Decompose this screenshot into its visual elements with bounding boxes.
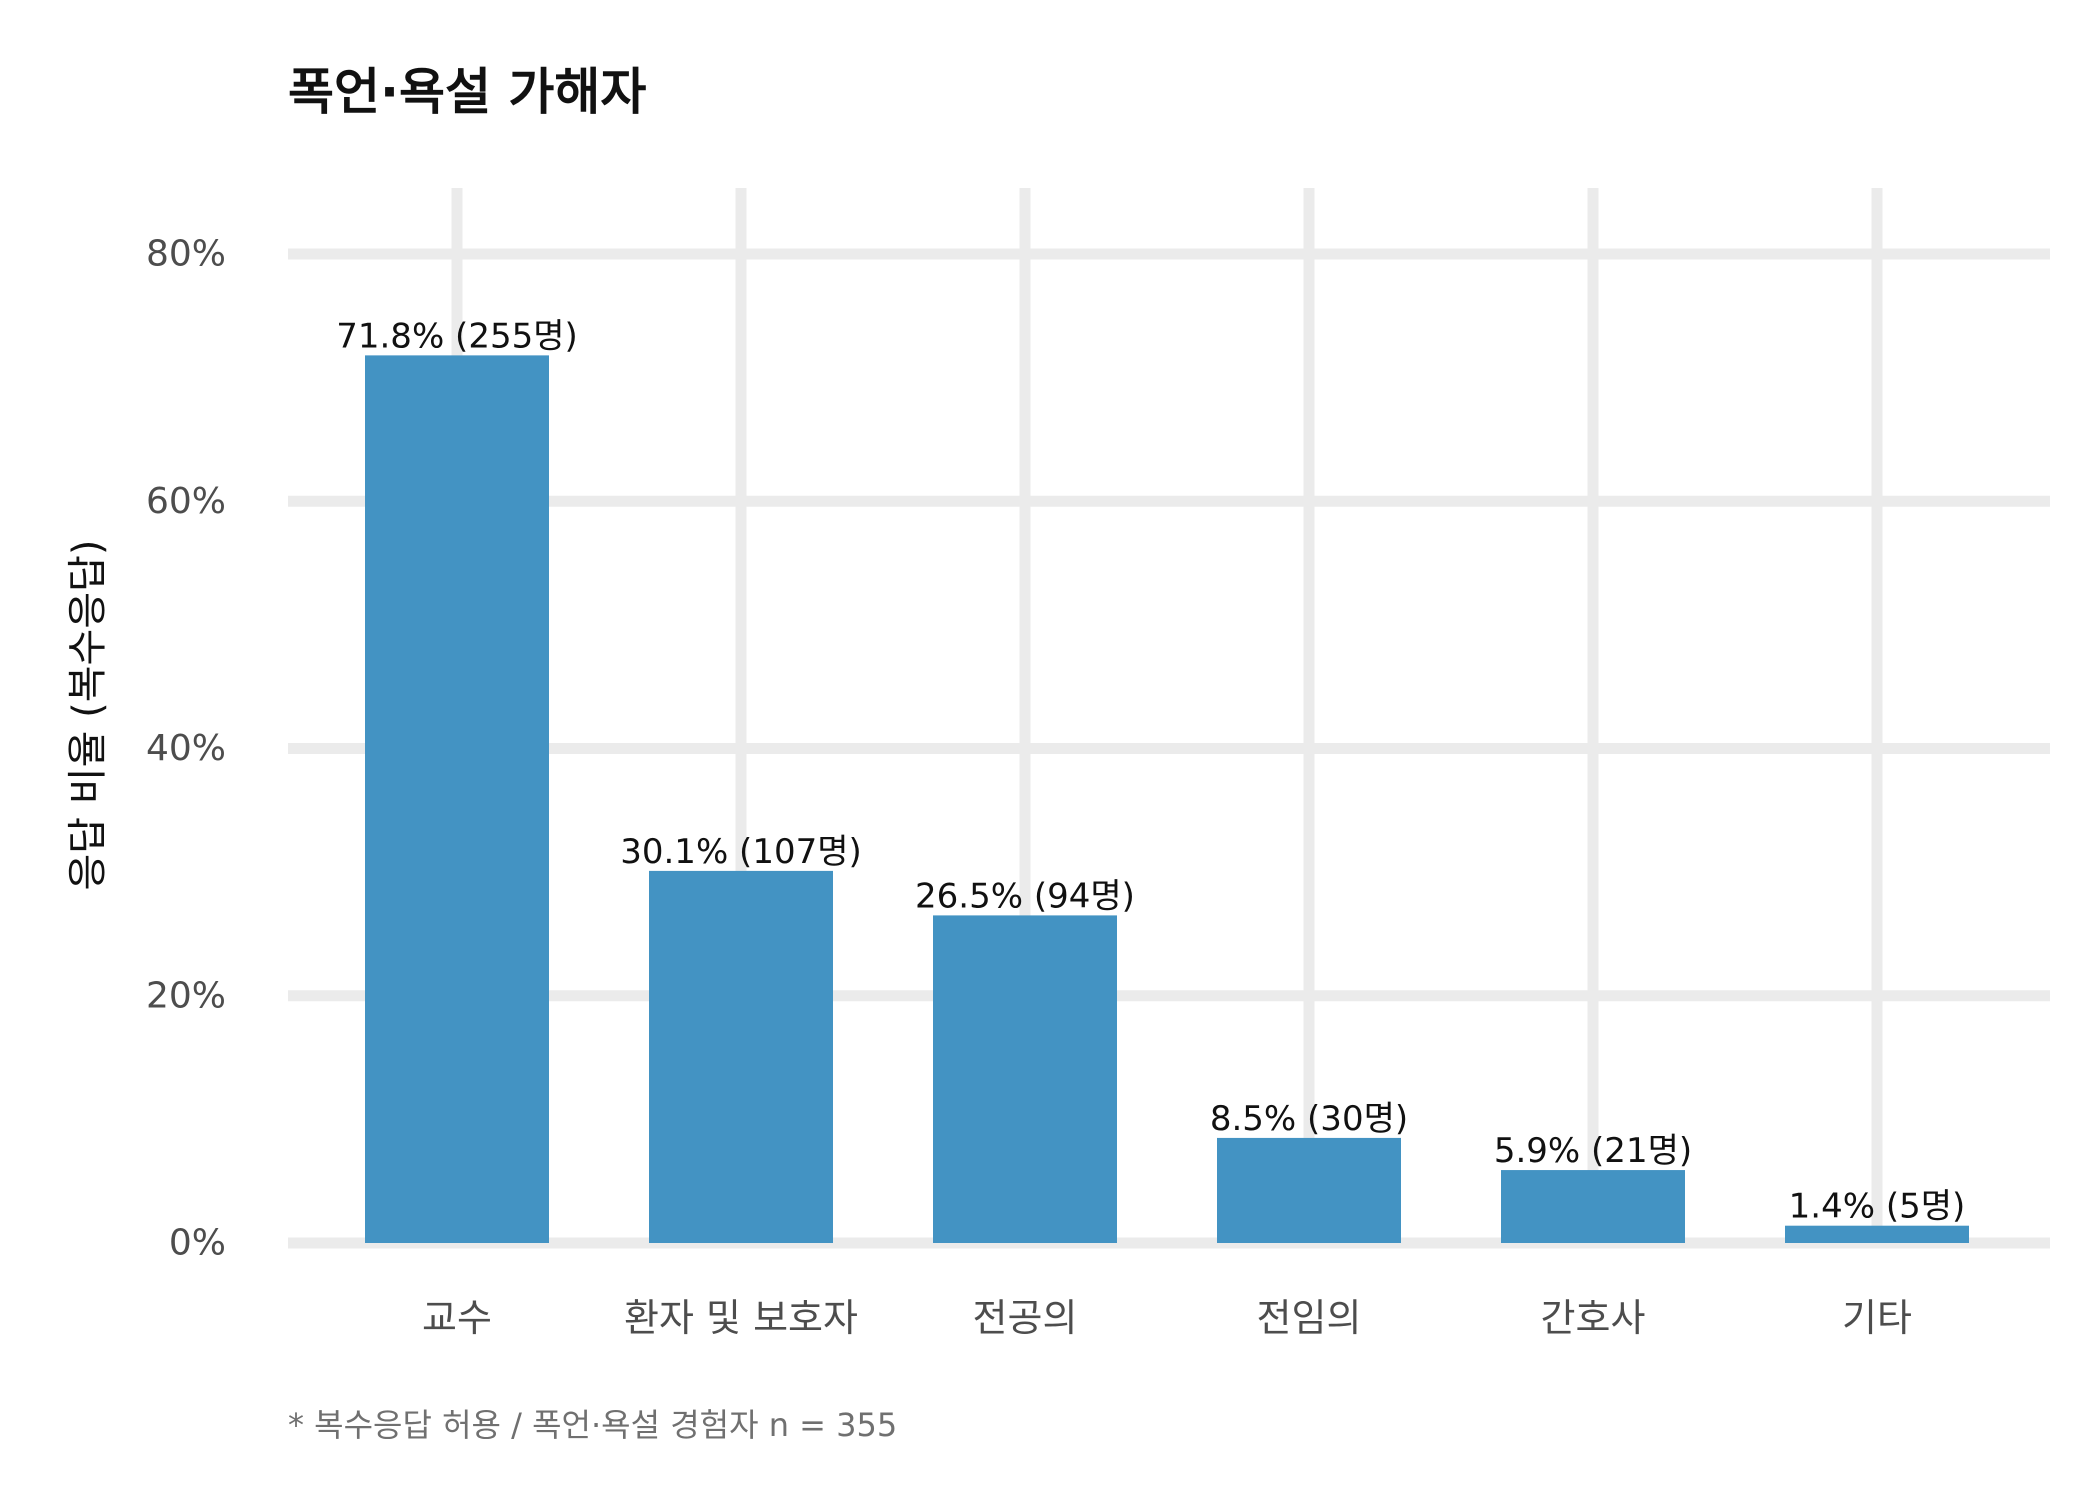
x-tick-label: 전임의 [1257,1296,1362,1340]
bar [1785,1225,1969,1243]
bar [933,915,1117,1243]
data-label: 1.4% (5명) [1789,1187,1966,1227]
y-tick-label: 80% [146,234,226,275]
chart-caption: * 복수응답 허용 / 폭언·욕설 경험자 n = 355 [288,1406,898,1444]
bar [649,870,833,1243]
y-tick-label: 0% [169,1223,226,1264]
data-label: 5.9% (21명) [1494,1131,1692,1171]
y-tick-label: 20% [146,975,226,1016]
bar [1217,1137,1401,1243]
y-tick-label: 40% [146,728,226,769]
x-tick-label: 교수 [422,1296,492,1340]
chart-title: 폭언·욕설 가해자 [288,63,647,121]
y-axis-title: 응답 비율 (복수응답) [65,539,111,890]
x-tick-label: 환자 및 보호자 [624,1296,858,1340]
bar [1501,1170,1685,1243]
data-label: 30.1% (107명) [620,832,862,872]
data-label: 71.8% (255명) [336,316,578,356]
x-tick-label: 전공의 [973,1296,1078,1340]
data-label: 8.5% (30명) [1210,1099,1408,1139]
bar [365,355,549,1243]
data-label: 26.5% (94명) [915,876,1135,916]
x-tick-label: 간호사 [1541,1296,1646,1340]
y-tick-label: 60% [146,481,226,522]
x-tick-label: 기타 [1842,1296,1912,1340]
